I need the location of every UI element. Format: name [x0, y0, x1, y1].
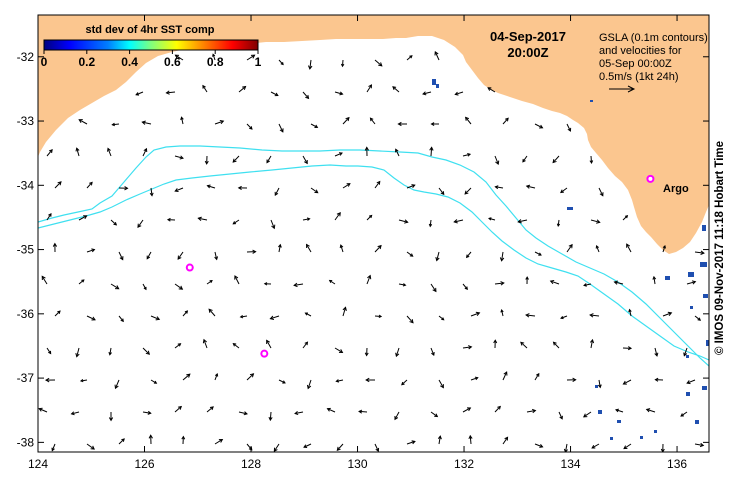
colorbar-tick-label: 1: [255, 55, 262, 69]
argo-float-marker: [261, 351, 267, 357]
x-tick-label: 126: [134, 457, 154, 471]
argo-float-marker: [647, 176, 653, 182]
x-tick-label: 128: [241, 457, 261, 471]
argo-label: Argo: [663, 183, 689, 195]
argo-float-marker: [187, 265, 193, 271]
legend-line-1: GSLA (0.1m contours): [599, 32, 708, 44]
credit-text: © IMOS 09-Nov-2017 11:18 Hobart Time: [714, 141, 726, 355]
colorbar-title: std dev of 4hr SST comp: [86, 24, 215, 36]
x-tick-label: 134: [561, 457, 581, 471]
y-tick-label: -38: [17, 435, 35, 449]
colorbar-tick-label: 0.4: [121, 55, 138, 69]
y-tick-label: -35: [17, 243, 35, 257]
x-tick-label: 136: [667, 457, 687, 471]
colorbar-tick-label: 0.6: [164, 55, 181, 69]
y-tick-label: -32: [17, 50, 35, 64]
legend-line-2: and velocities for: [599, 45, 682, 57]
colorbar-tick-label: 0.8: [207, 55, 224, 69]
legend-line-3: 05-Sep 00:00Z: [599, 58, 672, 70]
x-tick-label: 130: [348, 457, 368, 471]
colorbar-gradient: [44, 40, 258, 50]
header-date: 04-Sep-2017: [490, 29, 566, 44]
x-tick-label: 124: [28, 457, 48, 471]
y-tick-label: -34: [17, 178, 35, 192]
y-tick-label: -36: [17, 307, 35, 321]
header-time: 20:00Z: [507, 45, 548, 60]
x-tick-label: 132: [454, 457, 474, 471]
legend-line-4: 0.5m/s (1kt 24h): [599, 71, 678, 83]
y-tick-label: -37: [17, 371, 35, 385]
colorbar-tick-label: 0.2: [78, 55, 95, 69]
y-tick-label: -33: [17, 114, 35, 128]
